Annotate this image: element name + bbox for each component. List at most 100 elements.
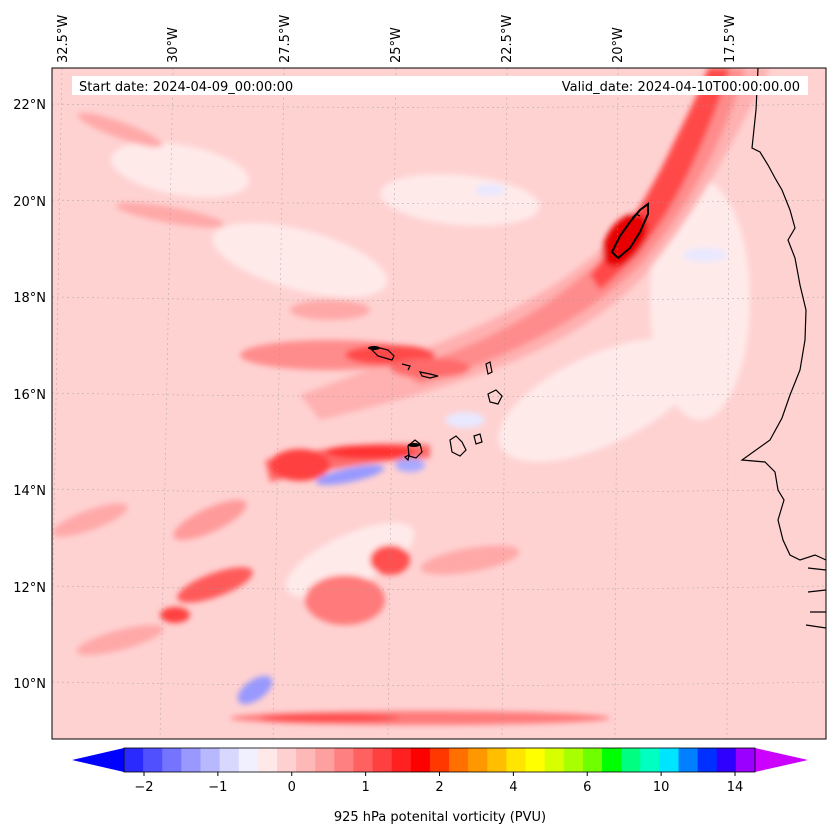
colorbar-tick-label: 6 — [583, 780, 591, 795]
colorbar-cell — [525, 748, 546, 772]
date-annotation-box — [72, 76, 808, 95]
colorbar-tick-label: 1 — [361, 780, 369, 795]
colorbar-cell — [391, 748, 412, 772]
pv-streak — [160, 607, 190, 623]
colorbar-cell — [429, 748, 450, 772]
colorbar-cell — [602, 748, 622, 772]
pv-low-patch — [650, 180, 750, 420]
colorbar-ticks: −2 −1 0 1 2 4 6 10 14 — [134, 772, 743, 795]
colorbar-tick-label: 2 — [435, 780, 443, 795]
pv-streak — [290, 300, 370, 320]
colorbar-cell — [372, 748, 393, 772]
colorbar: −2 −1 0 1 2 4 6 10 14 925 hPa potenital vorticit… — [72, 747, 808, 825]
lat-label: 16°N — [13, 388, 46, 403]
colorbar-cell — [315, 748, 335, 772]
pv-field — [52, 68, 770, 725]
lon-label: 25°W — [389, 27, 404, 63]
lon-label: 27.5°W — [278, 15, 293, 63]
pv-low-patch — [212, 222, 388, 298]
colorbar-cell — [257, 748, 278, 772]
pv-low-patch — [285, 522, 415, 598]
island-outline — [485, 361, 493, 375]
colorbar-cell — [621, 748, 641, 772]
pv-streak — [305, 575, 385, 625]
colorbar-cell — [697, 748, 718, 772]
island-outline — [401, 363, 411, 371]
colorbar-tick-label: 10 — [653, 780, 670, 795]
island-outline — [370, 347, 395, 361]
lon-label: 32.5°W — [56, 15, 71, 63]
colorbar-cell — [200, 748, 221, 772]
pv-streak — [115, 202, 225, 228]
lon-label: 22.5°W — [500, 15, 515, 63]
island-outline — [487, 389, 503, 405]
lon-label: 17.5°W — [723, 15, 738, 63]
lat-label: 20°N — [13, 195, 46, 210]
colorbar-cell — [468, 748, 488, 772]
pv-negative-patch — [445, 412, 485, 428]
lat-label: 10°N — [13, 677, 46, 692]
colorbar-cells — [124, 748, 756, 772]
valid-date: Valid_date: 2024-04-10T00:00:00.00 — [562, 80, 800, 95]
africa-coastline — [740, 68, 826, 561]
coastlines — [370, 68, 826, 629]
colorbar-tick-label: 0 — [288, 780, 296, 795]
colorbar-extend-min — [72, 748, 124, 772]
pv-negative-patch — [395, 458, 425, 472]
island-outline — [449, 435, 467, 457]
pv-streak — [173, 499, 247, 541]
lat-label: 14°N — [13, 484, 46, 499]
pv-streak — [370, 545, 410, 575]
colorbar-cell — [506, 748, 527, 772]
lon-label: 30°W — [166, 27, 181, 63]
pv-low-patch — [498, 338, 702, 462]
map-frame — [51, 67, 827, 740]
colorbar-cell — [238, 748, 259, 772]
colorbar-cell — [296, 748, 316, 772]
lon-labels: 32.5°W 30°W 27.5°W 25°W 22.5°W 20°W 17.5… — [56, 15, 738, 63]
pv-negative-patch — [683, 248, 727, 262]
colorbar-cell — [353, 748, 374, 772]
colorbar-extend-max — [755, 748, 808, 772]
start-date: Start date: 2024-04-09_00:00:00 — [79, 80, 293, 95]
pv-max-marker — [408, 443, 420, 447]
lon-label: 20°W — [611, 27, 626, 63]
colorbar-cell — [143, 748, 163, 772]
pv-low-patch — [110, 142, 250, 198]
colorbar-tick-label: −1 — [208, 780, 227, 795]
pv-negative-patch — [315, 465, 385, 485]
pv-streak — [260, 714, 400, 722]
pv-streak — [325, 445, 415, 459]
colorbar-cell — [716, 748, 737, 772]
colorbar-cell — [219, 748, 240, 772]
pv-negative-patch — [237, 675, 273, 705]
pv-streak — [77, 112, 163, 148]
lat-label: 22°N — [13, 98, 46, 113]
colorbar-cell — [640, 748, 660, 772]
pv-streak — [420, 545, 520, 575]
colorbar-tick-label: 14 — [727, 780, 744, 795]
colorbar-cell — [449, 748, 469, 772]
colorbar-cell — [659, 748, 680, 772]
colorbar-cell — [735, 748, 756, 772]
coastal-islands — [805, 567, 826, 629]
colorbar-cell — [334, 748, 355, 772]
island-outline — [403, 453, 410, 462]
lat-label: 18°N — [13, 291, 46, 306]
pv-streak — [177, 567, 253, 603]
colorbar-cell — [487, 748, 508, 772]
pv-max-marker — [368, 346, 380, 350]
colorbar-cell — [544, 748, 565, 772]
colorbar-cell — [124, 748, 144, 772]
colorbar-cell — [181, 748, 202, 772]
pv-streak — [76, 624, 164, 656]
colorbar-tick-label: −2 — [134, 780, 153, 795]
colorbar-cell — [162, 748, 182, 772]
colorbar-cell — [563, 748, 584, 772]
pv-streak — [270, 449, 330, 481]
pv-negative-patch — [475, 184, 505, 196]
gridlines — [52, 68, 826, 739]
colorbar-cell — [276, 748, 297, 772]
colorbar-cell — [582, 748, 603, 772]
